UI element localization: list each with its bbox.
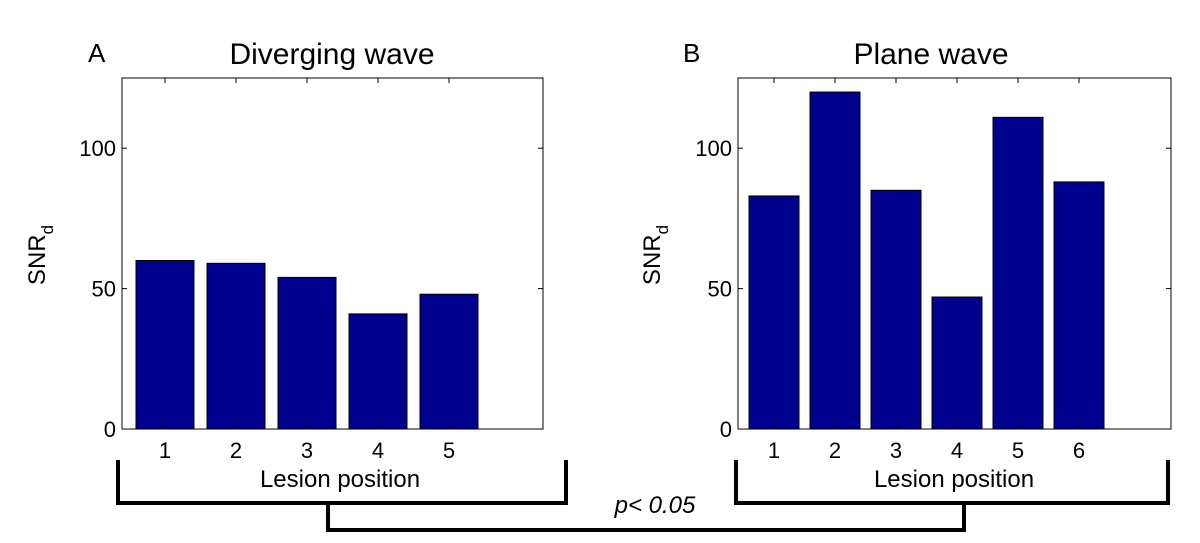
panel-b-bars: [748, 91, 1105, 430]
panel-a-letter: A: [88, 38, 106, 68]
panel-b-xtick-label-2: 2: [829, 438, 841, 463]
p-value-label: p< 0.05: [614, 492, 696, 519]
panel-b-title: Plane wave: [853, 38, 1008, 71]
panel-b-ytick-label-100: 100: [695, 136, 732, 161]
panel-b-bar-6: [1053, 181, 1105, 430]
bracket-right: [734, 460, 1170, 505]
panel-a-bars: [135, 260, 479, 430]
panel-a-title: Diverging wave: [229, 38, 434, 71]
panel-a-xtick-label-5: 5: [443, 438, 455, 463]
panel-a-bar-3: [277, 276, 337, 430]
panel-b-bar-3: [870, 189, 922, 430]
panel-a-bar-2: [206, 262, 266, 430]
panel-a-ytick-label-100: 100: [79, 136, 116, 161]
panel-a-yticks: 0 50 100: [79, 136, 543, 442]
panel-b-xtick-label-5: 5: [1012, 438, 1024, 463]
panel-a-ylabel-sub: d: [38, 225, 57, 234]
panel-a-xtick-label-3: 3: [301, 438, 313, 463]
panel-a-ylabel-main: SNR: [24, 234, 51, 285]
panel-a-xlabel: Lesion position: [260, 466, 420, 493]
panel-b-bar-5: [992, 116, 1044, 430]
panel-a-ytick-label-50: 50: [92, 277, 116, 302]
bracket-left: [116, 460, 568, 505]
bracket-connector: [326, 503, 966, 532]
panel-a-bar-1: [135, 260, 195, 430]
panel-b-ylabel: SNRd: [639, 225, 672, 285]
panel-b-xlabel: Lesion position: [874, 466, 1034, 493]
panel-b-yticks: 0 50 100: [695, 136, 1171, 442]
panel-b: B Plane wave 0 50 100 1 2 3 4 5 6 Lesion positi…: [639, 38, 1172, 493]
panel-b-xtick-label-4: 4: [951, 438, 963, 463]
panel-a-bar-5: [419, 293, 479, 430]
panel-b-xtick-label-3: 3: [890, 438, 902, 463]
panel-b-bar-1: [748, 195, 800, 430]
panel-b-bar-2: [809, 91, 861, 430]
panel-a-ytick-label-0: 0: [104, 417, 116, 442]
panel-b-ylabel-sub: d: [653, 225, 672, 234]
panel-b-letter: B: [683, 38, 700, 68]
panel-b-bar-4: [931, 296, 983, 430]
panel-b-xtick-label-1: 1: [768, 438, 780, 463]
panel-a-xtick-label-1: 1: [159, 438, 171, 463]
panel-a-xtick-label-4: 4: [372, 438, 384, 463]
panel-a-ylabel: SNRd: [24, 225, 57, 285]
panel-b-xticks: 1 2 3 4 5 6: [768, 78, 1085, 463]
panel-a-xticks: 1 2 3 4 5: [159, 78, 455, 463]
panel-a-bar-4: [348, 313, 408, 430]
panel-b-ytick-label-0: 0: [720, 417, 732, 442]
panel-b-ylabel-main: SNR: [639, 234, 666, 285]
panel-a: A Diverging wave 0 50 100 1 2 3 4 5 Lesion pos…: [24, 38, 544, 493]
panel-b-ytick-label-50: 50: [708, 277, 732, 302]
panel-a-xtick-label-2: 2: [230, 438, 242, 463]
panel-b-xtick-label-6: 6: [1073, 438, 1085, 463]
